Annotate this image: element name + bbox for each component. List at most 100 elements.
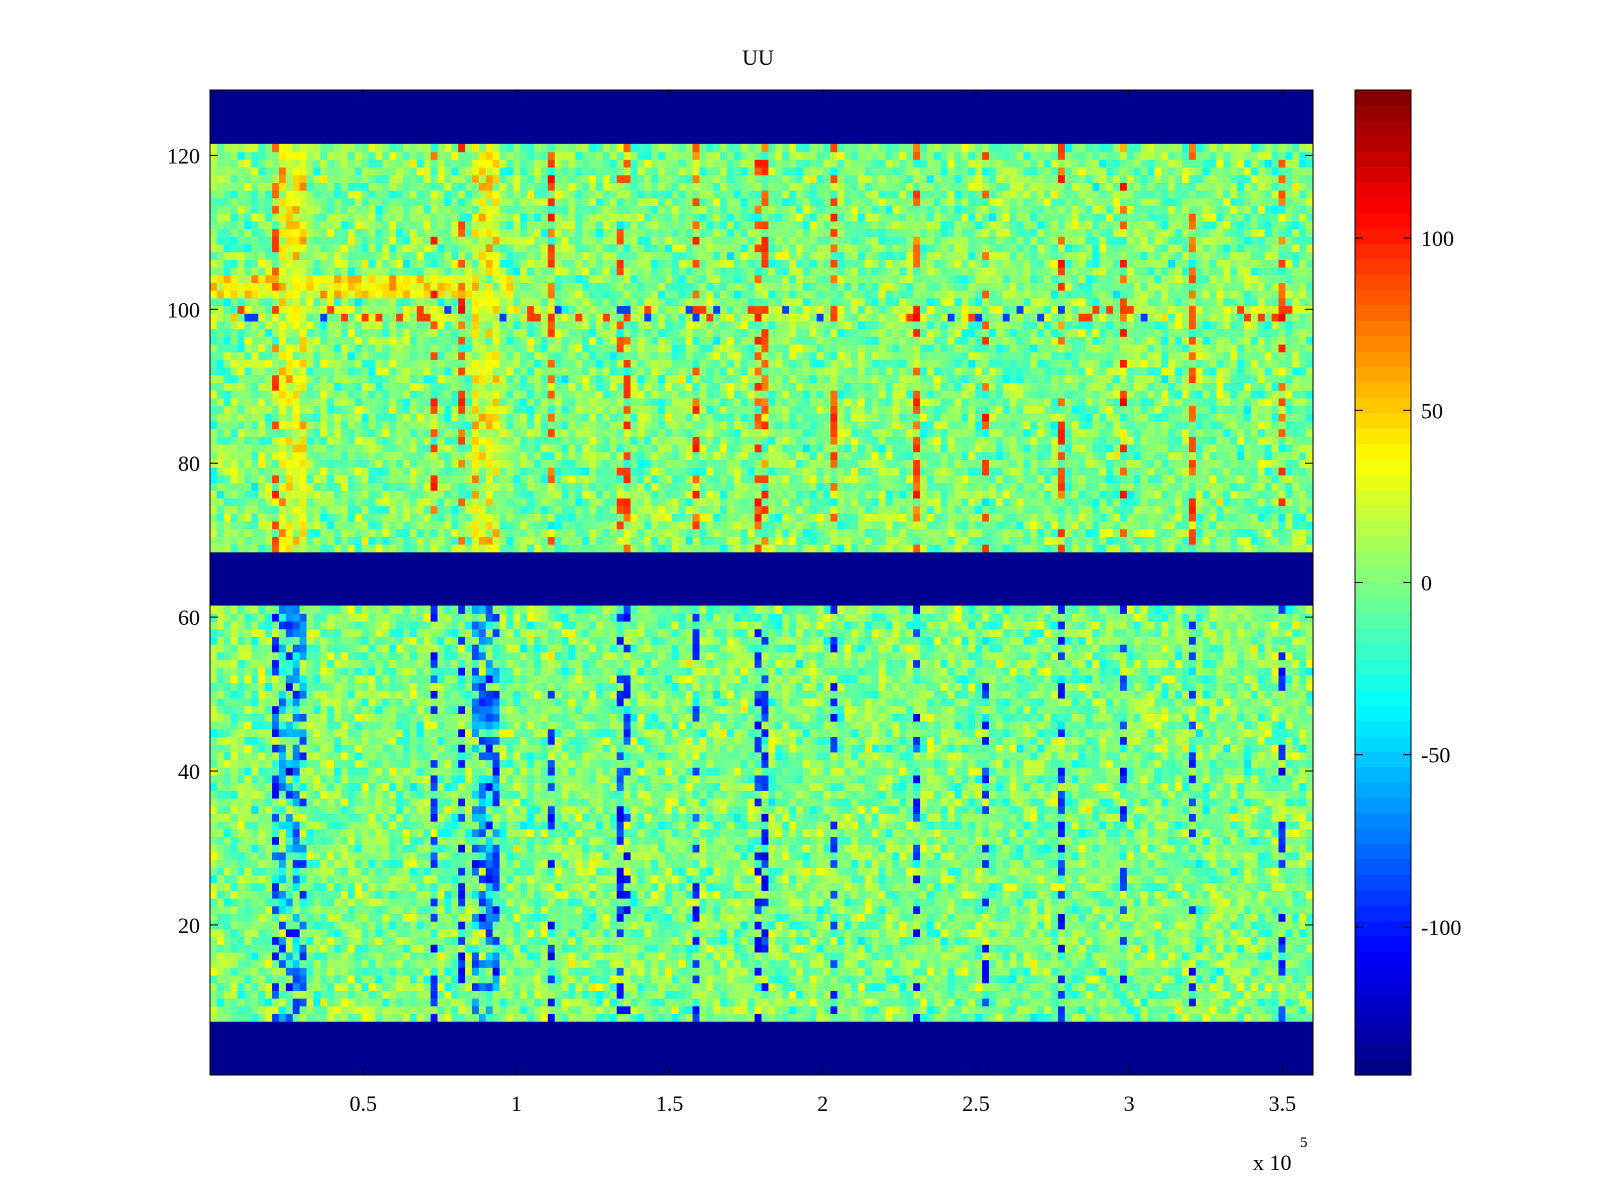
heatmap-cell: [1306, 782, 1314, 791]
heatmap-cell: [920, 913, 928, 922]
heatmap-cell: [1023, 974, 1031, 984]
heatmap-cell: [237, 928, 246, 938]
heatmap-cell: [258, 944, 266, 953]
heatmap-cell: [644, 1005, 652, 1015]
heatmap-cell: [471, 982, 480, 991]
heatmap-cell: [899, 844, 907, 853]
heatmap-cell: [278, 774, 287, 784]
heatmap-cell: [527, 990, 535, 999]
heatmap-cell: [340, 959, 349, 968]
heatmap-cell: [727, 797, 735, 807]
heatmap-cell: [1037, 898, 1045, 907]
heatmap-cell: [995, 797, 1004, 807]
heatmap-cell: [1188, 1005, 1197, 1015]
heatmap-cell: [1009, 1005, 1018, 1015]
heatmap-cell: [389, 936, 397, 945]
heatmap-cell: [437, 982, 445, 991]
heatmap-cell: [575, 874, 583, 884]
heatmap-cell: [892, 1005, 900, 1015]
heatmap-cell: [1216, 821, 1224, 830]
heatmap-cell: [609, 990, 618, 999]
heatmap-cell: [430, 974, 439, 984]
heatmap-cell: [616, 1013, 625, 1022]
heatmap-cell: [1085, 874, 1093, 884]
heatmap-cell: [320, 928, 328, 938]
heatmap-cell: [1161, 821, 1169, 830]
heatmap-cell: [1016, 982, 1025, 991]
heatmap-cell: [540, 967, 549, 976]
heatmap-cell: [1133, 936, 1142, 945]
heatmap-cell: [878, 905, 887, 914]
heatmap-cell: [1126, 967, 1135, 976]
heatmap-cell: [340, 797, 349, 807]
heatmap-cell: [258, 844, 266, 853]
heatmap-cell: [1257, 828, 1266, 838]
heatmap-cell: [899, 921, 907, 930]
heatmap-cell: [1009, 821, 1018, 830]
heatmap-cell: [334, 982, 342, 991]
heatmap-cell: [906, 936, 914, 945]
heatmap-cell: [1271, 797, 1280, 807]
heatmap-cell: [616, 828, 625, 838]
heatmap-cell: [1023, 990, 1031, 999]
heatmap-cell: [988, 821, 997, 830]
heatmap-cell: [899, 898, 907, 907]
heatmap-cell: [1182, 821, 1190, 830]
heatmap-cell: [630, 874, 639, 884]
heatmap-cell: [933, 898, 942, 907]
heatmap-cell: [334, 898, 342, 907]
heatmap-cell: [609, 1005, 618, 1015]
heatmap-cell: [499, 844, 508, 853]
heatmap-cell: [485, 921, 494, 930]
heatmap-cell: [1085, 959, 1093, 968]
heatmap-cell: [223, 921, 232, 930]
heatmap-cell: [1064, 944, 1073, 953]
heatmap-cell: [1285, 967, 1293, 976]
heatmap-cell: [858, 844, 866, 853]
heatmap-cell: [416, 890, 425, 899]
heatmap-cell: [1057, 797, 1066, 807]
heatmap-cell: [292, 782, 301, 791]
heatmap-cell: [278, 890, 287, 899]
heatmap-cell: [299, 982, 308, 991]
heatmap-cell: [871, 790, 880, 799]
heatmap-cell: [678, 828, 687, 838]
heatmap-cell: [768, 928, 776, 938]
heatmap-cell: [1257, 898, 1266, 907]
heatmap-cell: [1202, 974, 1211, 984]
heatmap-cell: [858, 982, 866, 991]
heatmap-cell: [596, 874, 604, 884]
heatmap-cell: [437, 782, 445, 791]
heatmap-cell: [1002, 836, 1011, 845]
heatmap-cell: [1113, 882, 1121, 891]
heatmap-cell: [223, 890, 232, 899]
heatmap-cell: [816, 882, 825, 891]
heatmap-cell: [520, 905, 528, 914]
heatmap-cell: [982, 928, 990, 938]
heatmap-cell: [623, 967, 632, 976]
heatmap-cell: [699, 790, 707, 799]
heatmap-cell: [789, 951, 797, 961]
heatmap-cell: [630, 967, 639, 976]
heatmap-cell: [292, 836, 301, 845]
heatmap-cell: [589, 959, 597, 968]
heatmap-cell: [961, 851, 969, 861]
heatmap-cell: [320, 828, 328, 838]
heatmap-cell: [913, 1005, 921, 1015]
heatmap-cell: [1016, 913, 1025, 922]
heatmap-cell: [471, 851, 480, 861]
heatmap-cell: [851, 998, 859, 1007]
heatmap-cell: [995, 836, 1004, 845]
heatmap-cell: [1209, 882, 1218, 891]
heatmap-cell: [444, 990, 452, 999]
heatmap-cell: [699, 974, 707, 984]
heatmap-cell: [982, 905, 990, 914]
heatmap-cell: [692, 859, 701, 868]
heatmap-cell: [534, 867, 542, 876]
heatmap-cell: [451, 898, 459, 907]
heatmap-cell: [540, 998, 549, 1007]
heatmap-cell: [1051, 851, 1059, 861]
heatmap-cell: [1175, 928, 1183, 938]
heatmap-cell: [1216, 882, 1224, 891]
heatmap-cell: [265, 790, 273, 799]
